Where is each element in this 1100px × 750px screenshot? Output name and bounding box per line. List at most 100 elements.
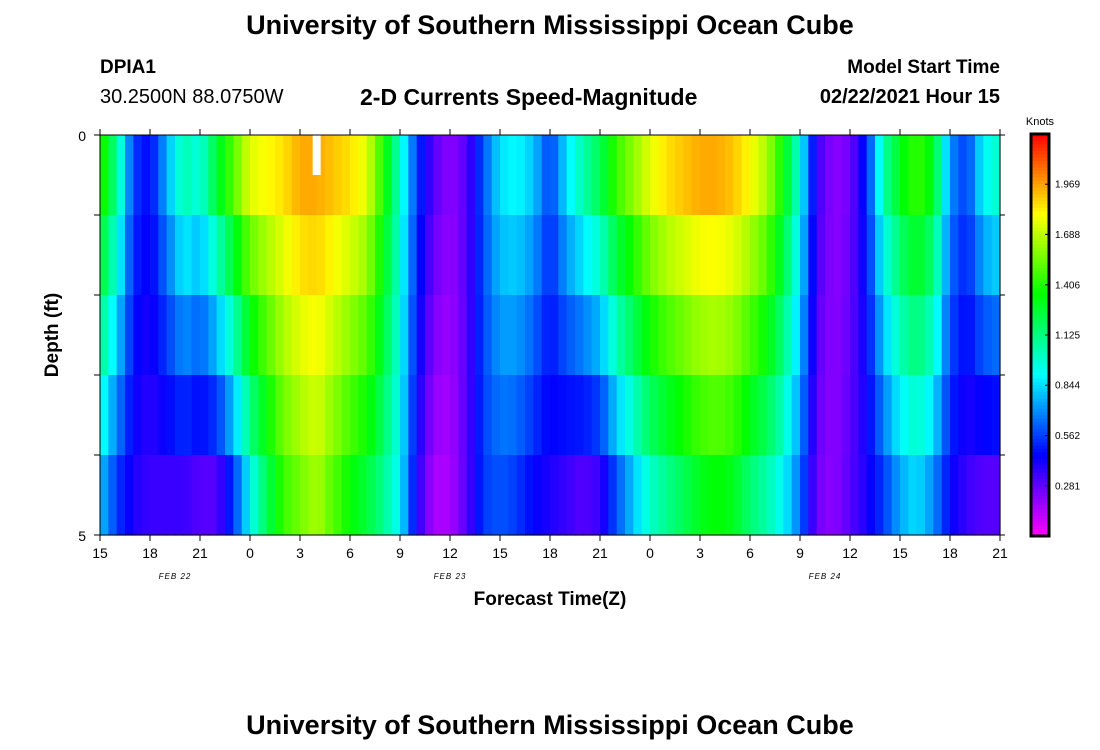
x-tick-label: 18: [142, 545, 158, 561]
heatmap-cell: [425, 295, 434, 376]
heatmap-cell: [966, 215, 976, 296]
heatmap-cell: [591, 295, 601, 376]
heatmap-cell: [800, 135, 809, 216]
heatmap-cell: [641, 295, 651, 376]
heatmap-cell: [891, 295, 901, 376]
heatmap-cell: [908, 375, 918, 456]
heatmap-cell: [108, 375, 118, 456]
heatmap-cell: [966, 135, 976, 216]
heatmap-cell: [841, 455, 851, 536]
heatmap-cell: [450, 455, 459, 536]
heatmap-cell: [675, 375, 684, 456]
heatmap-cell: [191, 215, 201, 296]
colorbar-segment: [1031, 385, 1049, 390]
heatmap-cell: [716, 135, 726, 216]
heatmap-cell: [758, 375, 768, 456]
heatmap-cell: [516, 215, 526, 296]
heatmap-cell: [216, 375, 226, 456]
heatmap-cell: [675, 455, 684, 536]
colorbar-segment: [1031, 485, 1049, 490]
colorbar-segment: [1031, 190, 1049, 195]
heatmap-cell: [325, 455, 334, 536]
heatmap-cell: [858, 455, 868, 536]
heatmap-cell: [375, 215, 384, 296]
colorbar-segment: [1031, 304, 1049, 309]
heatmap-cell: [633, 135, 643, 216]
heatmap-cell: [716, 375, 726, 456]
date-label: FEB 24: [809, 572, 842, 581]
colorbar-segment: [1031, 492, 1049, 497]
colorbar-segment: [1031, 231, 1049, 236]
colorbar-segment: [1031, 428, 1049, 433]
heatmap-cell: [225, 455, 234, 536]
x-tick-label: 18: [542, 545, 558, 561]
colorbar-segment: [1031, 422, 1049, 427]
heatmap-cell: [850, 455, 859, 536]
heatmap-cell: [950, 455, 959, 536]
heatmap-cell: [675, 295, 684, 376]
colorbar-segment: [1031, 445, 1049, 450]
heatmap-cell: [575, 135, 584, 216]
heatmap-cell: [275, 375, 284, 456]
heatmap-cell: [266, 215, 276, 296]
heatmap-cell: [166, 375, 176, 456]
x-tick-label: 21: [592, 545, 608, 561]
heatmap-cell: [158, 455, 168, 536]
heatmap-cell: [125, 135, 134, 216]
heatmap-cell: [666, 375, 676, 456]
heatmap-cell: [966, 455, 976, 536]
heatmap-cell: [716, 455, 726, 536]
heatmap-cell: [550, 215, 559, 296]
heatmap-cell: [716, 295, 726, 376]
heatmap-cell: [150, 455, 159, 536]
heatmap-cell: [383, 455, 393, 536]
heatmap-cell: [433, 135, 443, 216]
heatmap-cell: [300, 215, 309, 296]
heatmap-cell: [150, 375, 159, 456]
heatmap-cell: [741, 455, 751, 536]
heatmap-cell: [616, 375, 626, 456]
heatmap-cell: [358, 375, 368, 456]
heatmap-cell: [191, 375, 201, 456]
heatmap-cell: [150, 135, 159, 216]
heatmap-cell: [775, 135, 784, 216]
heatmap-cell: [375, 135, 384, 216]
heatmap-cell: [183, 295, 193, 376]
heatmap-cell: [783, 375, 793, 456]
heatmap-cell: [333, 295, 343, 376]
heatmap-cell: [450, 295, 459, 376]
heatmap-cell: [591, 375, 601, 456]
heatmap-cell: [491, 295, 501, 376]
heatmap-cell: [633, 295, 643, 376]
heatmap-cell: [775, 375, 784, 456]
heatmap-cell: [391, 455, 401, 536]
colorbar-tick-label: 1.406: [1055, 280, 1080, 291]
colorbar-segment: [1031, 140, 1049, 145]
heatmap-cell: [283, 215, 293, 296]
colorbar-segment: [1031, 147, 1049, 152]
colorbar-segment: [1031, 371, 1049, 376]
heatmap-cell: [291, 295, 301, 376]
colorbar-segment: [1031, 378, 1049, 383]
colorbar-segment: [1031, 448, 1049, 453]
heatmap-cell: [400, 375, 409, 456]
heatmap-cell: [900, 135, 909, 216]
heatmap-cell: [225, 375, 234, 456]
heatmap-cell: [233, 295, 243, 376]
heatmap-cell: [700, 215, 709, 296]
heatmap-cell: [166, 295, 176, 376]
heatmap-cell: [750, 215, 759, 296]
heatmap-cell: [641, 215, 651, 296]
colorbar-segment: [1031, 472, 1049, 477]
colorbar-segment: [1031, 515, 1049, 520]
heatmap-cell: [650, 215, 659, 296]
heatmap-cell: [950, 375, 959, 456]
colorbar-segment: [1031, 134, 1049, 138]
heatmap-cell: [175, 295, 184, 376]
heatmap-cell: [600, 375, 609, 456]
heatmap-cell: [233, 455, 243, 536]
colorbar-segment: [1031, 489, 1049, 494]
heatmap-cell: [825, 135, 834, 216]
colorbar-segment: [1031, 291, 1049, 296]
heatmap-cell: [425, 375, 434, 456]
